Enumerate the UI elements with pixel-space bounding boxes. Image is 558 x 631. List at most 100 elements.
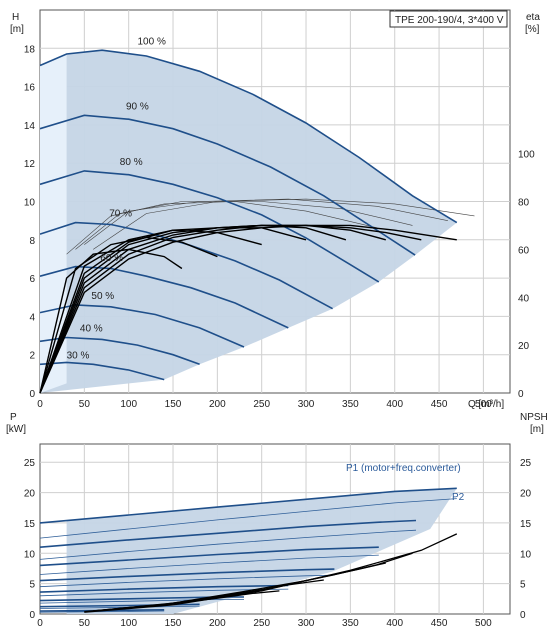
efficiency-curve <box>39 224 347 394</box>
flow-tick-label: 500 <box>475 399 492 410</box>
npsh-axis-unit: [m] <box>530 424 544 435</box>
flow-tick-label: 150 <box>165 399 182 410</box>
efficiency-curve <box>39 236 218 394</box>
eta-tick-label: 20 <box>518 341 530 352</box>
flow-tick-label: 250 <box>253 399 270 410</box>
head-tick-label: 4 <box>29 312 35 323</box>
power-flow-tick-label: 200 <box>209 618 226 626</box>
power-flow-tick-label: 0 <box>37 618 43 626</box>
power-flow-tick-label: 500 <box>475 618 492 626</box>
power-flow-tick-label: 50 <box>79 618 91 626</box>
thin-efficiency-curve <box>75 201 413 250</box>
head-axis-name: H <box>12 12 19 23</box>
power-tick-label: 15 <box>24 519 36 530</box>
head-tick-label: 0 <box>29 389 35 400</box>
power-npsh-chart: 0 50 100 150 200 250 300 350 400 450 5000510152025… <box>6 412 548 629</box>
npsh-curves <box>84 533 458 613</box>
eta-tick-label: 0 <box>518 389 524 400</box>
head-tick-label: 8 <box>29 236 35 247</box>
power-flow-tick-label: 100 <box>120 618 137 626</box>
eta-axis-unit: [%] <box>525 24 540 35</box>
npsh-tick-label: 5 <box>520 580 526 591</box>
eta-tick-label: 60 <box>518 245 530 256</box>
p1-curve <box>39 568 335 582</box>
thin-efficiency-curves <box>66 198 475 255</box>
head-speed-curve <box>39 49 458 224</box>
flow-tick-label: 200 <box>209 399 226 410</box>
flow-tick-label: 450 <box>431 399 448 410</box>
p1-annotation: P1 (motor+freq.converter) <box>346 463 461 474</box>
flow-tick-label: 0 <box>37 399 43 410</box>
efficiency-curves <box>39 224 457 394</box>
p2-curve <box>39 574 335 588</box>
efficiency-curve <box>39 224 457 394</box>
npsh-tick-label: 20 <box>520 489 532 500</box>
eta-tick-label: 100 <box>518 150 535 161</box>
speed-label: 100 % <box>138 36 166 47</box>
speed-label: 80 % <box>120 157 143 168</box>
power-flow-tick-label: 350 <box>342 618 359 626</box>
head-operating-area-fill <box>40 50 457 393</box>
npsh-tick-label: 10 <box>520 549 532 560</box>
p2-annotation: P2 <box>452 492 465 503</box>
head-tick-label: 14 <box>24 121 36 132</box>
power-tick-label: 25 <box>24 458 36 469</box>
p2-curve <box>39 498 457 539</box>
speed-label: 60 % <box>100 253 123 264</box>
speed-label: 40 % <box>80 324 103 335</box>
flow-axis-label: Q [m³/h] <box>468 399 504 410</box>
flow-tick-label: 400 <box>386 399 403 410</box>
p2-curve <box>39 610 165 613</box>
head-speed-curve <box>39 361 165 381</box>
p1-curve <box>39 487 457 524</box>
npsh-curve <box>93 590 280 612</box>
title-box <box>389 10 508 28</box>
power-tick-label: 20 <box>24 489 36 500</box>
head-tick-label: 16 <box>24 83 36 94</box>
flow-tick-label: 350 <box>342 399 359 410</box>
thin-efficiency-curve <box>93 198 475 250</box>
power-tick-label: 5 <box>29 580 35 591</box>
p2-curve <box>39 554 379 575</box>
npsh-tick-label: 0 <box>520 610 526 621</box>
power-flow-tick-label: 150 <box>165 618 182 626</box>
speed-labels: 100 % 90 % 80 % 70 % 60 % 50 % 40 % 30 % <box>67 36 166 361</box>
power-flow-tick-label: 300 <box>298 618 315 626</box>
chart-title: TPE 200-190/4, 3*400 V <box>395 15 504 26</box>
head-tick-label: 6 <box>29 274 35 285</box>
flow-tick-label: 300 <box>298 399 315 410</box>
head-tick-labels: 0 50 100 150 200 250 300 350 400 450 5000246810121… <box>24 44 535 410</box>
eta-tick-label: 80 <box>518 198 530 209</box>
eta-axis-name: eta <box>526 12 540 23</box>
head-tick-label: 10 <box>24 198 36 209</box>
speed-label: 70 % <box>109 209 132 220</box>
p1-curve <box>39 519 417 548</box>
speed-label: 50 % <box>91 291 114 302</box>
p2-curve <box>39 529 417 560</box>
power-axis-unit: [kW] <box>6 424 26 435</box>
npsh-tick-label: 25 <box>520 458 532 469</box>
power-tick-label: 10 <box>24 549 36 560</box>
thin-efficiency-curve <box>84 198 448 245</box>
p2-curve <box>39 599 244 604</box>
power-tick-labels: 0 50 100 150 200 250 300 350 400 450 5000510152025… <box>24 458 532 629</box>
power-flow-tick-label: 450 <box>431 618 448 626</box>
flow-tick-label: 50 <box>79 399 91 410</box>
head-speed-curve <box>39 265 289 329</box>
flow-tick-label: 100 <box>120 399 137 410</box>
p2-curves <box>39 498 457 613</box>
npsh-axis-name: NPSH <box>520 412 548 423</box>
speed-label: 90 % <box>126 102 149 113</box>
power-flow-tick-label: 250 <box>253 618 270 626</box>
p1-curve <box>39 584 289 593</box>
head-tick-label: 12 <box>24 159 36 170</box>
head-speed-curve <box>39 114 416 256</box>
npsh-tick-label: 15 <box>520 519 532 530</box>
efficiency-curve <box>39 229 262 394</box>
head-tick-label: 18 <box>24 44 36 55</box>
head-efficiency-chart: 100 %90 %80 %70 %60 %50 %40 %30 % 0 50 100… <box>10 9 540 410</box>
efficiency-curve <box>39 248 183 394</box>
head-axis-unit: [m] <box>10 24 24 35</box>
